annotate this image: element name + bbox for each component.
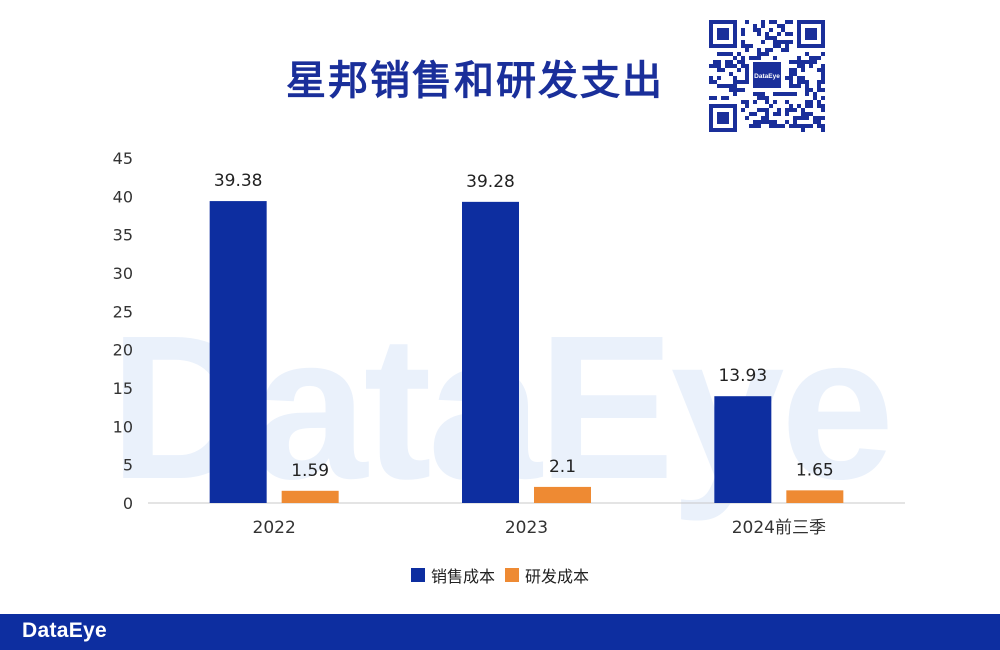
qr-center-logo: DataEye xyxy=(754,73,780,80)
y-tick-label: 0 xyxy=(123,494,133,513)
footer-logo: DataEye xyxy=(22,619,107,642)
bar-rd xyxy=(281,490,339,503)
y-tick-label: 30 xyxy=(113,264,133,283)
bar-rd xyxy=(786,490,844,503)
bar-value-label: 39.38 xyxy=(214,171,263,191)
legend-item-rd: 研发成本 xyxy=(505,563,589,587)
legend: 销售成本 研发成本 xyxy=(0,563,1000,587)
legend-label-rd: 研发成本 xyxy=(525,567,590,586)
bar-rd xyxy=(534,486,591,503)
x-tick-label: 2022 xyxy=(253,518,296,538)
bars xyxy=(209,201,844,503)
bar-value-label: 2.1 xyxy=(549,457,576,477)
y-tick-label: 15 xyxy=(113,379,133,398)
bar-value-label: 1.65 xyxy=(796,460,834,480)
legend-swatch-sales xyxy=(410,568,425,582)
bar-sales xyxy=(714,396,772,503)
x-tick-label: 2023 xyxy=(505,518,548,538)
bar-value-label: 1.59 xyxy=(291,461,329,481)
y-tick-label: 25 xyxy=(113,302,133,321)
qr-code: DataEye xyxy=(708,20,826,132)
y-tick-label: 10 xyxy=(113,417,133,436)
y-tick-label: 40 xyxy=(113,187,133,206)
bar-sales xyxy=(209,201,267,503)
bar-value-label: 39.28 xyxy=(466,172,515,192)
legend-label-sales: 销售成本 xyxy=(430,567,495,586)
y-tick-label: 35 xyxy=(113,226,133,245)
y-axis: 0 5 10 15 20 25 30 35 40 45 xyxy=(113,149,133,513)
bar-value-label: 13.93 xyxy=(718,366,767,386)
legend-item-sales: 销售成本 xyxy=(410,563,495,587)
x-axis: 2022 2023 2024前三季 xyxy=(253,518,826,538)
y-tick-label: 20 xyxy=(113,341,133,360)
bar-sales xyxy=(462,201,519,503)
x-tick-label: 2024前三季 xyxy=(732,518,826,538)
y-tick-label: 5 xyxy=(123,456,133,475)
y-tick-label: 45 xyxy=(113,149,133,168)
legend-swatch-rd xyxy=(505,568,519,582)
footer-bar: DataEye xyxy=(0,614,1000,650)
page-title: 星邦销售和研发支出 xyxy=(286,58,664,104)
data-labels: 39.38 1.59 39.28 2.1 13.93 1.65 xyxy=(214,171,834,481)
